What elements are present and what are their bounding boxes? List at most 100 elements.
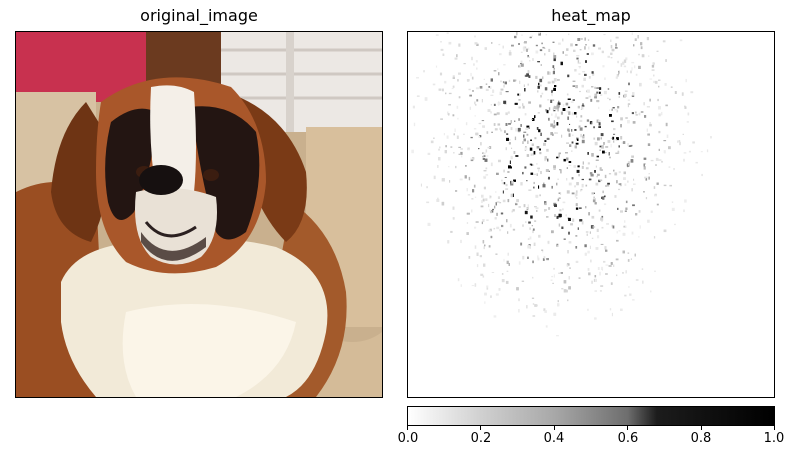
heat-speckle [645, 177, 648, 181]
heat-speckle [632, 204, 635, 207]
heat-speckle [472, 158, 474, 160]
colorbar-tick [627, 426, 628, 430]
heat-speckle [503, 169, 505, 173]
heat-speckle [612, 225, 615, 229]
heat-speckle [483, 152, 486, 155]
heat-speckle [518, 106, 521, 109]
heat-speckle [534, 220, 537, 222]
heat-speckle [604, 246, 607, 250]
heat-speckle [550, 132, 553, 136]
heat-speckle [471, 76, 474, 80]
heat-speckle [542, 76, 544, 80]
heat-speckle [492, 89, 495, 93]
heat-speckle [631, 188, 633, 192]
heat-speckle [581, 178, 584, 181]
heat-speckle [588, 212, 590, 216]
heat-speckle [518, 99, 521, 101]
heat-speckle [553, 274, 555, 278]
heat-speckle [592, 44, 596, 47]
heat-speckle [523, 204, 526, 208]
heat-speckle [533, 173, 537, 175]
heat-speckle [623, 225, 627, 228]
heat-speckle [584, 244, 587, 248]
heat-speckle [503, 182, 506, 185]
heat-speckle [589, 172, 593, 175]
heat-speckle [519, 80, 521, 84]
heat-speckle [674, 223, 676, 226]
heat-speckle [546, 137, 550, 140]
heat-speckle [684, 105, 686, 107]
heat-speckle [527, 204, 529, 208]
heat-speckle [455, 165, 457, 169]
heat-speckle [635, 213, 638, 216]
heat-speckle [556, 156, 559, 159]
heat-speckle [581, 165, 584, 169]
heat-speckle [584, 125, 587, 128]
heat-speckle [575, 139, 577, 141]
heat-speckle [527, 140, 529, 144]
heat-speckle [575, 235, 578, 237]
heat-speckle [505, 112, 508, 116]
heat-speckle [640, 46, 643, 50]
heat-speckle [484, 301, 486, 304]
heat-speckle [671, 201, 674, 203]
heat-speckle [572, 134, 574, 137]
heat-speckle [470, 136, 473, 139]
heat-speckle [538, 129, 541, 133]
heat-speckle [622, 232, 626, 236]
heat-speckle [528, 244, 531, 246]
heat-speckle [510, 166, 512, 169]
heat-speckle [562, 38, 564, 42]
heat-speckle [663, 229, 667, 233]
heat-speckle [596, 87, 600, 89]
heat-speckle [574, 112, 577, 115]
heat-speckle [611, 108, 613, 111]
heat-speckle [486, 219, 489, 221]
heat-speckle [524, 147, 528, 151]
heat-speckle [499, 91, 502, 95]
heat-speckle [545, 169, 549, 172]
heat-speckle [635, 73, 638, 76]
heat-speckle [426, 186, 428, 189]
heat-speckle [496, 226, 500, 230]
heat-speckle [454, 57, 458, 60]
heat-speckle [649, 78, 653, 80]
heat-speckle [539, 49, 543, 52]
heat-speckle [642, 280, 644, 284]
heat-map-title: heat_map [551, 6, 631, 25]
heat-speckle [614, 109, 618, 111]
heat-speckle [565, 214, 567, 217]
heat-speckle [650, 159, 654, 162]
heat-speckle [489, 228, 492, 232]
heat-speckle [531, 297, 535, 299]
heat-speckle [483, 78, 485, 80]
heat-speckle [440, 48, 444, 51]
heat-speckle [427, 222, 431, 226]
heat-speckle [638, 113, 641, 116]
heat-speckle [487, 109, 491, 112]
heat-speckle [507, 171, 510, 173]
heat-speckle [662, 40, 666, 43]
heat-speckle [480, 273, 484, 276]
heat-speckle [560, 272, 563, 274]
heat-speckle [553, 70, 555, 75]
heat-speckle [594, 141, 598, 146]
heat-speckle [598, 119, 601, 122]
heat-speckle [444, 80, 447, 84]
heat-speckle [591, 215, 595, 219]
heat-speckle [607, 55, 610, 58]
heat-speckle [553, 110, 556, 112]
heat-speckle [512, 209, 515, 212]
heat-speckle [600, 285, 604, 287]
heat-speckle [583, 77, 586, 81]
heat-speckle [634, 38, 637, 41]
heat-speckle [542, 46, 545, 49]
heat-speckle [507, 199, 510, 203]
heat-speckle [590, 173, 594, 177]
heat-speckle [416, 77, 419, 79]
heat-speckle [581, 139, 585, 144]
heat-speckle [474, 42, 478, 45]
heat-speckle [435, 34, 439, 36]
heat-speckle [566, 167, 568, 169]
heat-speckle [498, 43, 501, 46]
